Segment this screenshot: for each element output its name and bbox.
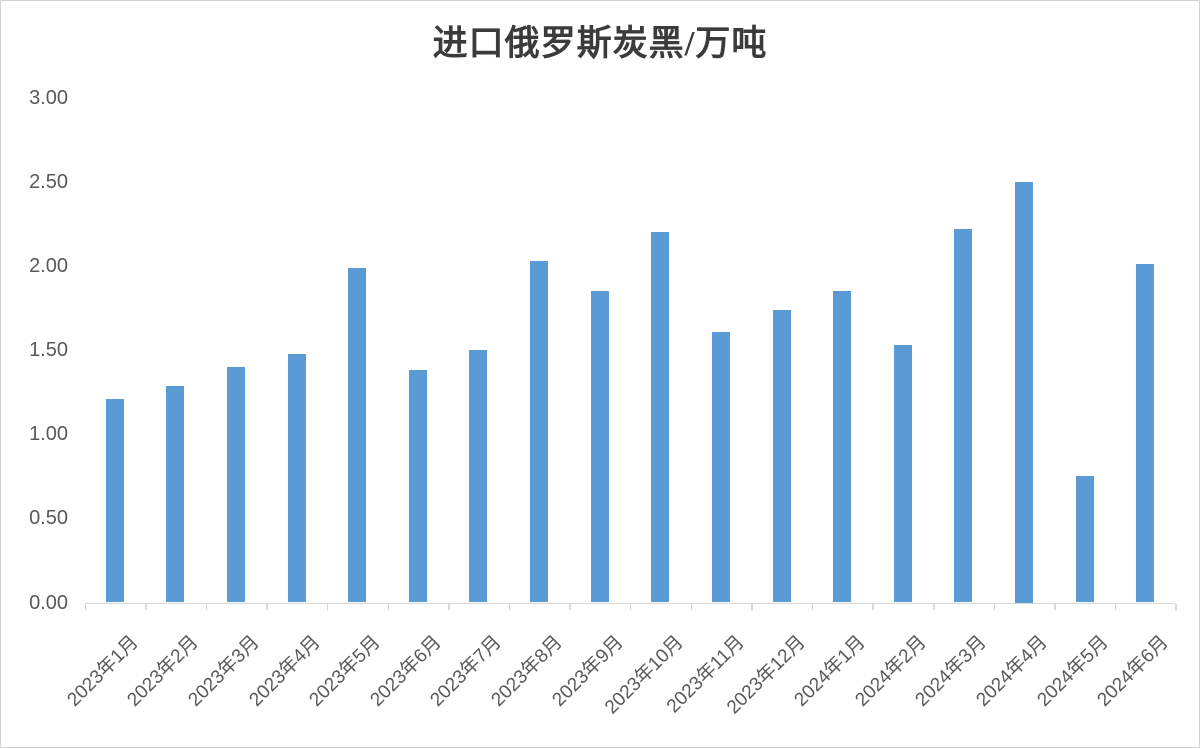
y-axis-tick-label: 2.50 bbox=[29, 171, 68, 193]
x-axis-tick bbox=[569, 604, 571, 610]
x-axis-tick bbox=[205, 604, 208, 610]
y-axis-tick-label: 0.00 bbox=[29, 591, 68, 614]
bar bbox=[408, 370, 427, 603]
bar bbox=[105, 398, 124, 603]
bar bbox=[348, 267, 367, 603]
y-axis-tick-label: 1.50 bbox=[29, 339, 68, 362]
x-axis-category-label: 2023年1月 bbox=[63, 631, 143, 711]
x-axis-tick bbox=[448, 604, 450, 610]
bar bbox=[893, 345, 912, 603]
x-axis-line bbox=[84, 602, 1176, 604]
x-axis-tick bbox=[751, 604, 753, 610]
bar bbox=[1075, 476, 1094, 603]
x-axis-tick bbox=[84, 604, 86, 610]
x-axis-tick bbox=[1175, 604, 1177, 610]
y-axis-tick-label: 3.00 bbox=[29, 86, 68, 109]
bar bbox=[166, 385, 185, 603]
x-axis-tick bbox=[387, 604, 390, 610]
bar bbox=[711, 331, 730, 603]
bar bbox=[1014, 182, 1033, 603]
bar bbox=[227, 367, 246, 603]
bar bbox=[1136, 264, 1155, 603]
x-axis-tick bbox=[1054, 604, 1056, 610]
x-axis-tick bbox=[811, 604, 814, 610]
bar bbox=[590, 291, 609, 603]
y-axis-tick-label: 0.50 bbox=[29, 507, 68, 530]
y-axis-tick-label: 2.00 bbox=[29, 255, 68, 278]
x-axis-tick bbox=[1114, 604, 1117, 610]
bar bbox=[287, 353, 306, 603]
x-axis-tick bbox=[145, 604, 147, 610]
bar bbox=[530, 261, 549, 603]
x-axis-tick bbox=[872, 604, 874, 610]
x-axis-tick bbox=[326, 604, 329, 610]
bar bbox=[772, 309, 791, 603]
bar bbox=[651, 232, 670, 603]
y-axis-tick-label: 1.00 bbox=[29, 423, 68, 446]
x-axis-tick bbox=[266, 604, 268, 610]
chart-title: 进口俄罗斯炭黑/万吨 bbox=[432, 24, 768, 63]
x-axis-tick bbox=[690, 604, 693, 610]
x-axis-tick bbox=[508, 604, 511, 610]
x-axis-tick bbox=[933, 604, 935, 610]
bar bbox=[469, 350, 488, 603]
bar bbox=[833, 291, 852, 603]
bar bbox=[954, 229, 973, 603]
x-axis-tick bbox=[629, 604, 632, 610]
x-axis-tick bbox=[993, 604, 996, 610]
